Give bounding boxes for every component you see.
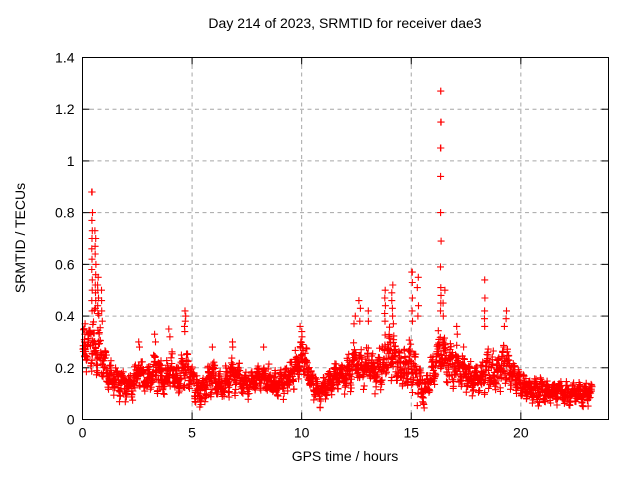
y-tick-labels: 0 0.2 0.4 0.6 0.8 1 1.2 1.4 (55, 50, 75, 428)
scatter-plus-markers (79, 87, 596, 412)
y-tick-label: 1.4 (55, 50, 75, 66)
y-tick-label: 0 (67, 412, 75, 428)
axis-ticks (82, 57, 609, 420)
y-tick-label: 0.4 (55, 308, 75, 324)
x-tick-labels: 0 5 10 15 20 (79, 425, 529, 441)
y-axis-label: SRMTID / TECUs (12, 183, 28, 293)
x-tick-label: 0 (79, 425, 87, 441)
y-tick-label: 0.6 (55, 256, 75, 272)
y-tick-label: 1.2 (55, 101, 75, 117)
y-tick-label: 1 (67, 153, 75, 169)
grid-lines (82, 57, 609, 420)
x-axis-label: GPS time / hours (292, 448, 399, 464)
x-tick-label: 20 (513, 425, 529, 441)
plot-border (82, 57, 609, 420)
y-tick-label: 0.8 (55, 205, 75, 221)
x-tick-label: 10 (294, 425, 310, 441)
x-tick-label: 5 (188, 425, 196, 441)
x-tick-label: 15 (403, 425, 419, 441)
y-tick-label: 0.2 (55, 360, 75, 376)
data-points (79, 87, 596, 412)
chart-title: Day 214 of 2023, SRMTID for receiver dae… (208, 15, 481, 31)
